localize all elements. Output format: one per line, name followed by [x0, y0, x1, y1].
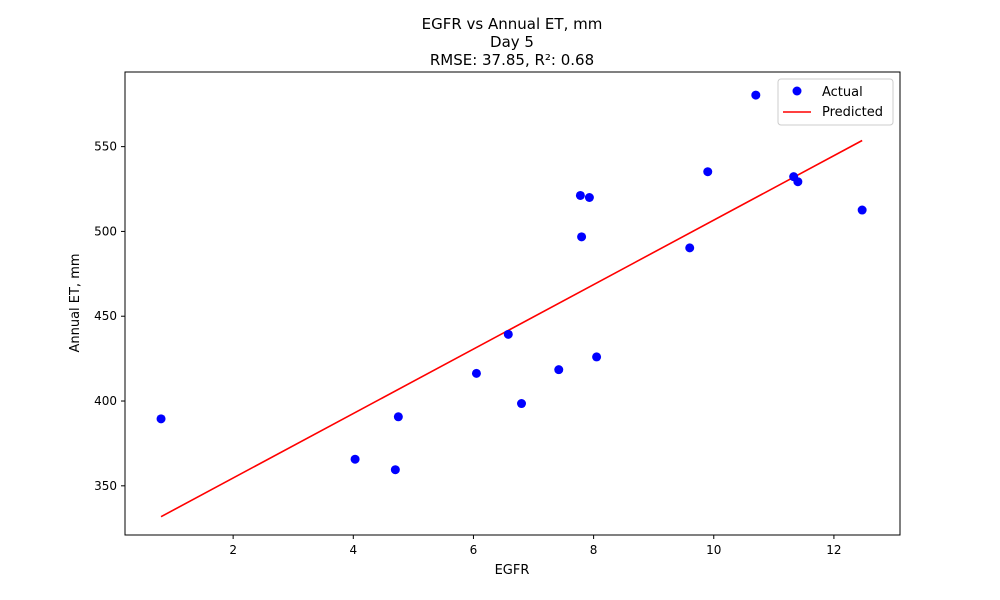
actual-point-18 [857, 205, 867, 215]
actual-point-15 [751, 90, 761, 100]
actual-point-9 [575, 190, 585, 200]
actual-point-13 [685, 243, 695, 253]
plot-area-frame [124, 71, 901, 536]
x-axis-label: EGFR [495, 563, 530, 578]
actual-point-4 [393, 412, 403, 422]
y-tick-label: 500 [94, 224, 117, 238]
x-tick-label: 12 [826, 543, 841, 557]
legend-marker-actual [792, 86, 802, 96]
actual-point-14 [703, 167, 713, 177]
legend-label-predicted: Predicted [822, 105, 883, 120]
legend-label-actual: Actual [822, 85, 863, 100]
actual-point-7 [517, 399, 527, 409]
actual-point-10 [577, 232, 587, 242]
actual-point-2 [350, 454, 360, 464]
x-tick-label: 8 [590, 543, 598, 557]
legend-box [777, 78, 894, 126]
x-tick-label: 10 [706, 543, 721, 557]
x-tick-label: 2 [229, 543, 237, 557]
y-axis-label: Annual ET, mm [68, 253, 83, 352]
x-tick-label: 6 [470, 543, 478, 557]
actual-point-1 [156, 414, 166, 424]
actual-point-11 [584, 193, 594, 203]
y-tick-label: 550 [94, 140, 117, 154]
plot-marks [156, 90, 867, 518]
legend: Actual Predicted [777, 78, 894, 126]
predicted-line [160, 139, 863, 518]
actual-point-8 [554, 365, 564, 375]
y-tick-label: 350 [94, 479, 117, 493]
axis-ticks: 2 4 6 8 10 12 350 400 450 500 550 [94, 140, 841, 557]
actual-point-17 [793, 177, 803, 187]
x-tick-label: 4 [349, 543, 357, 557]
y-tick-label: 450 [94, 309, 117, 323]
actual-point-5 [471, 368, 481, 378]
chart-metrics: RMSE: 37.85, R²: 0.68 [430, 51, 594, 69]
y-tick-label: 400 [94, 394, 117, 408]
chart-subtitle: Day 5 [490, 33, 534, 51]
actual-point-6 [503, 329, 513, 339]
actual-point-12 [592, 352, 602, 362]
chart-title: EGFR vs Annual ET, mm [422, 15, 603, 33]
actual-point-3 [390, 465, 400, 475]
